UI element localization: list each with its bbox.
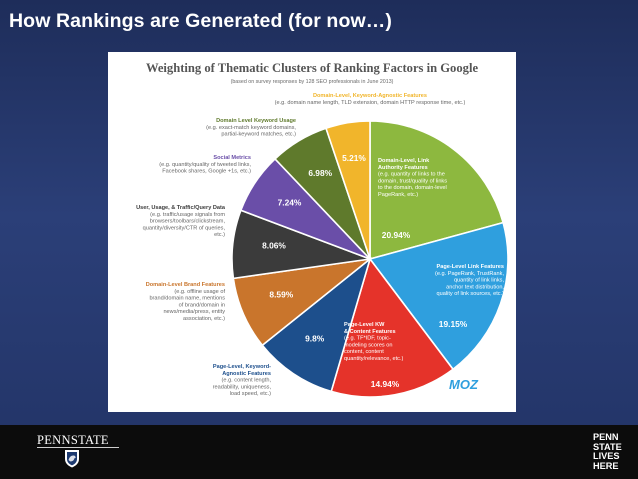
- slice-percent-label: 5.21%: [342, 153, 366, 163]
- slide-title: How Rankings are Generated (for now…): [9, 10, 392, 32]
- tagline-line: HERE: [593, 460, 619, 471]
- slice-percent-label: 14.94%: [371, 379, 400, 389]
- slice-category-description: readability, uniqueness,: [213, 384, 272, 390]
- slice-category-description: Facebook shares, Google +1s, etc.): [162, 169, 251, 175]
- slice-category-label: Domain Level Keyword Usage (e.g. exact-ma…: [206, 118, 296, 138]
- chart-subtitle: (based on survey responses by 128 SEO pr…: [231, 79, 394, 85]
- slice-category-description: quality of link sources, etc.): [437, 291, 505, 297]
- slice-category-description: domain, trust/quality of links: [378, 178, 447, 184]
- slice-category-description: (e.g. offline usage of: [174, 289, 225, 295]
- moz-logo: MOZ: [449, 377, 479, 392]
- slice-category-title: Page-Level, Keyword-: [213, 364, 271, 370]
- slice-category-description: brand/domain name, mentions: [149, 296, 225, 302]
- slice-category-title: Authority Features: [378, 165, 428, 171]
- slice-category-description: news/media/press, entity: [163, 309, 225, 315]
- pie-chart: Weighting of Thematic Clusters of Rankin…: [136, 61, 509, 398]
- slice-category-label: Page-Level, Keyword-Agnostic Features (e.…: [213, 364, 272, 397]
- pennstate-logo-text: PENNSTATE: [37, 433, 109, 447]
- pie-slice: [324, 120, 371, 260]
- slice-category-description: association, etc.): [183, 316, 225, 322]
- penn-state-lives-here-tagline: PENN STATE LIVES HERE: [593, 432, 635, 475]
- slice-category-description: partial-keyword matches, etc.): [221, 132, 296, 138]
- slice-category-title: Domain-Level, Keyword-Agnostic Features: [313, 93, 427, 99]
- slice-category-label: User, Usage, & Traffic/Query Data (e.g. t…: [136, 205, 226, 238]
- slice-category-description: (e.g. domain name length, TLD extension,…: [275, 100, 466, 106]
- slice-category-description: load speed, etc.): [230, 391, 271, 397]
- slice-category-title: Page-Level KW: [344, 322, 385, 328]
- slice-category-description: modeling scores on: [344, 342, 393, 348]
- pie-slice: [368, 221, 509, 371]
- slice-category-description: quantity of link links,: [454, 278, 505, 284]
- slice-category-description: etc.): [214, 232, 225, 238]
- slice-category-description: anchor text distribution,: [446, 284, 504, 290]
- slice-category-title: User, Usage, & Traffic/Query Data: [136, 205, 226, 211]
- chart-title: Weighting of Thematic Clusters of Rankin…: [146, 61, 479, 75]
- slice-category-title: Domain-Level Brand Features: [146, 282, 225, 288]
- slice-percent-label: 8.59%: [269, 289, 293, 299]
- slice-category-description: (e.g. exact-match keyword domains,: [206, 125, 296, 131]
- pie-slice: [369, 120, 505, 261]
- slice-percent-label: 20.94%: [382, 230, 411, 240]
- slice-category-title: Domain-Level, Link: [378, 158, 430, 164]
- slice-category-title: Page-Level Link Features: [437, 264, 504, 270]
- pennstate-logo-rule: [37, 447, 119, 448]
- slice-category-description: quantity/relevance, etc.): [344, 356, 404, 362]
- pie-slice: [261, 256, 372, 393]
- slice-percent-label: 19.15%: [439, 319, 468, 329]
- slice-category-label: Domain-Level Brand Features (e.g. offline…: [146, 282, 226, 322]
- slice-category-description: PageRank, etc.): [378, 192, 418, 198]
- slice-category-label: Page-Level Link Features (e.g. PageRank, …: [435, 264, 504, 297]
- nittany-lion-shield-icon: [65, 450, 79, 468]
- slice-category-description: (e.g. quantity of links to the: [378, 172, 445, 178]
- tagline-line: STATE: [593, 441, 622, 452]
- slice-category-title: Social Metrics: [213, 155, 251, 161]
- slice-category-description: (e.g. PageRank, TrustRank,: [435, 271, 504, 277]
- slice-category-title: Agnostic Features: [222, 371, 271, 377]
- footer-bar: [0, 425, 638, 479]
- slice-category-label: Social Metrics (e.g. quantity/quality of …: [159, 155, 251, 175]
- slice-category-title: Domain Level Keyword Usage: [216, 118, 296, 124]
- chart-panel: Weighting of Thematic Clusters of Rankin…: [108, 52, 516, 412]
- slice-category-label: Domain-Level, Keyword-Agnostic Features(…: [275, 93, 466, 106]
- slice-category-description: browsers/toolbars/clickstream,: [150, 219, 226, 225]
- slice-category-label: Domain-Level, Link Authority Features (e.g…: [378, 158, 447, 198]
- tagline-line: LIVES: [593, 451, 620, 462]
- slice-category-description: (e.g. traffic/usage signals from: [150, 212, 225, 218]
- slice-category-description: to the domain, domain-level: [378, 185, 447, 191]
- slice-category-description: content, content: [344, 349, 384, 355]
- slice-percent-label: 7.24%: [278, 198, 302, 208]
- slice-percent-label: 9.8%: [305, 334, 325, 344]
- pie-slice: [330, 257, 455, 398]
- slice-category-label: Page-Level KW & Content Features (e.g. TF*…: [344, 322, 404, 362]
- slice-category-description: (e.g. quantity/quality of tweeted links,: [159, 162, 251, 168]
- slice-category-title: & Content Features: [344, 329, 396, 335]
- slice-percent-label: 6.98%: [308, 168, 332, 178]
- slice-category-description: of brand/domain in: [179, 302, 225, 308]
- tagline-line: PENN: [593, 432, 619, 442]
- slice-category-description: quantity/diversity/CTR of queries,: [143, 225, 226, 231]
- slice-percent-label: 8.06%: [262, 240, 286, 250]
- slice-category-description: (e.g. content length,: [222, 378, 272, 384]
- slice-category-description: (e.g. TF*IDF, topic-: [344, 336, 391, 342]
